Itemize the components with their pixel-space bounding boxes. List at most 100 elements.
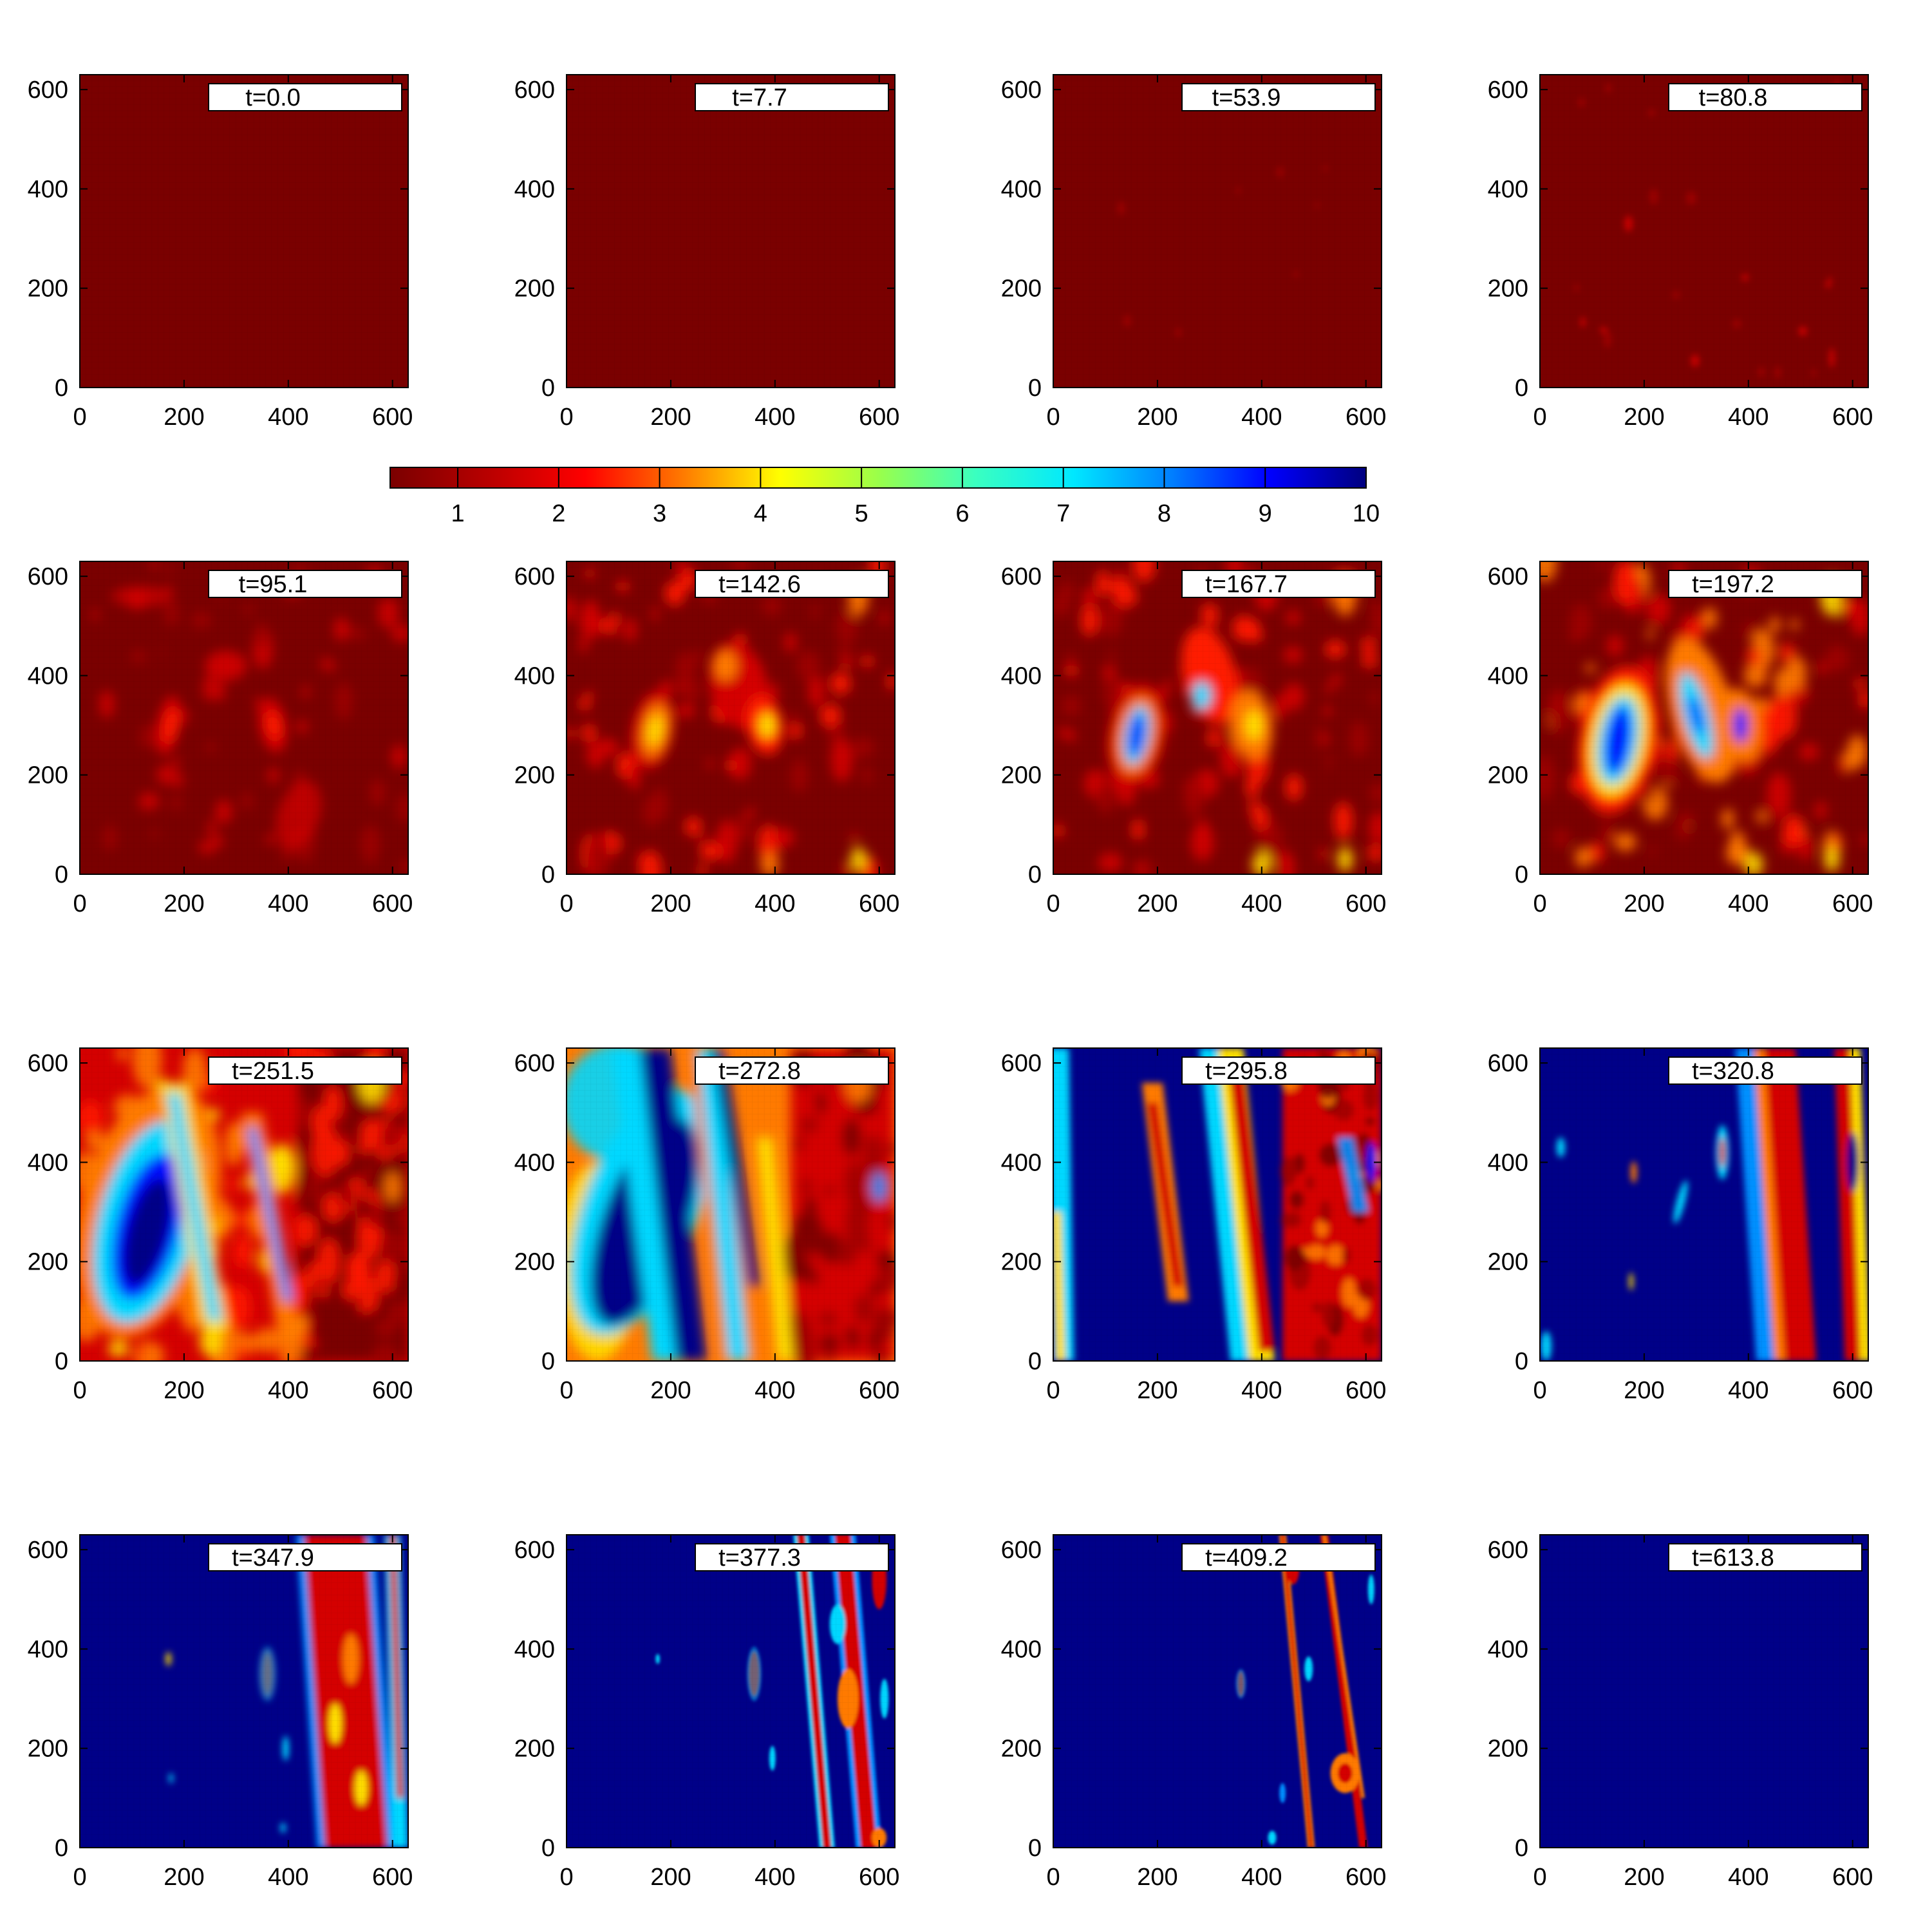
y-tick-label: 400: [1488, 662, 1528, 689]
y-tick-label: 200: [1001, 1736, 1042, 1763]
time-label-box: [1668, 83, 1862, 111]
y-tick-label: 200: [1001, 1249, 1042, 1276]
y-tick-label: 600: [1001, 1050, 1042, 1077]
y-tick-label: 0: [1515, 375, 1528, 402]
heatmap-field: [80, 1048, 408, 1361]
plot-frame: [1053, 1534, 1382, 1848]
y-tick-label: 400: [1488, 1636, 1528, 1663]
plot-frame: [1539, 1534, 1869, 1848]
time-label: t=409.2: [1205, 1544, 1288, 1571]
heatmap-panel: 0 200 400 600 0 200 400 600 t=167.7: [1001, 561, 1386, 917]
x-tick-label: 0: [559, 1377, 573, 1404]
y-tick-label: 0: [1028, 861, 1042, 888]
plot-frame: [1053, 561, 1382, 875]
time-label: t=347.9: [232, 1544, 314, 1571]
time-label-box: [208, 83, 402, 111]
y-tick-label: 400: [1001, 1149, 1042, 1176]
x-tick-label: 600: [859, 890, 899, 917]
y-tick-label: 200: [28, 1736, 68, 1763]
heatmap-panel: 0 200 400 600 0 200 400 600 t=251.5: [28, 1047, 413, 1404]
x-tick-label: 600: [1346, 1377, 1386, 1404]
heatmap-panel: 0 200 400 600 0 200 400 600 t=347.9: [28, 1534, 413, 1891]
y-tick-label: 400: [28, 662, 68, 689]
x-tick-label: 0: [1533, 1377, 1546, 1404]
time-label: t=251.5: [232, 1058, 314, 1085]
y-tick-label: 0: [1028, 1348, 1042, 1375]
y-tick-label: 600: [1001, 77, 1042, 104]
plot-frame: [79, 1047, 409, 1362]
heatmap-panel: 0 200 400 600 0 200 400 600 t=295.8: [1001, 1047, 1386, 1404]
x-tick-label: 200: [164, 1377, 204, 1404]
colorbar-tick-label: 2: [552, 500, 565, 527]
x-tick-label: 200: [650, 1864, 691, 1891]
heatmap-field: [80, 1535, 408, 1848]
colorbar-tick-label: 4: [754, 500, 767, 527]
y-tick-label: 200: [514, 1736, 555, 1763]
x-tick-label: 0: [1533, 890, 1546, 917]
time-label: t=80.8: [1699, 84, 1768, 111]
heatmap-panel: 0 200 400 600 0 200 400 600 t=80.8: [1488, 74, 1873, 431]
plot-frame: [566, 1534, 896, 1848]
colorbar: 1 2 3 4 5 6 7 8 9 10: [389, 467, 1380, 527]
y-tick-label: 600: [1001, 563, 1042, 590]
y-tick-label: 0: [1028, 1835, 1042, 1862]
time-label-box: [1668, 1056, 1862, 1085]
x-tick-label: 600: [1832, 1864, 1873, 1891]
y-tick-label: 0: [1028, 375, 1042, 402]
y-tick-label: 600: [514, 1050, 555, 1077]
x-tick-label: 0: [1533, 1864, 1546, 1891]
y-tick-label: 400: [28, 176, 68, 203]
x-tick-label: 400: [755, 1377, 795, 1404]
x-tick-label: 0: [73, 404, 86, 431]
y-tick-label: 600: [514, 1537, 555, 1564]
time-label: t=7.7: [732, 84, 787, 111]
y-tick-label: 0: [55, 1348, 68, 1375]
x-tick-label: 400: [1728, 1377, 1768, 1404]
plot-frame: [1053, 1047, 1382, 1362]
heatmap-field: [80, 561, 408, 874]
x-tick-label: 600: [859, 1864, 899, 1891]
time-label-box: [208, 1543, 402, 1571]
y-tick-label: 400: [1488, 1149, 1528, 1176]
x-tick-label: 600: [859, 404, 899, 431]
heatmap-panel: 0 200 400 600 0 200 400 600 t=272.8: [514, 1047, 899, 1404]
y-tick-label: 0: [55, 375, 68, 402]
x-tick-label: 0: [559, 890, 573, 917]
y-tick-label: 200: [1488, 1736, 1528, 1763]
y-tick-label: 400: [28, 1149, 68, 1176]
y-tick-label: 0: [55, 1835, 68, 1862]
x-tick-label: 0: [73, 890, 86, 917]
y-tick-label: 600: [1488, 1537, 1528, 1564]
x-tick-label: 600: [1346, 890, 1386, 917]
x-tick-label: 400: [1241, 404, 1282, 431]
y-tick-label: 0: [541, 861, 555, 888]
plot-frame: [79, 1534, 409, 1848]
plot-frame: [1053, 74, 1382, 388]
colorbar-tick-label: 3: [653, 500, 666, 527]
x-tick-label: 0: [73, 1864, 86, 1891]
x-tick-label: 400: [268, 404, 308, 431]
x-tick-label: 200: [164, 890, 204, 917]
x-tick-label: 200: [650, 404, 691, 431]
colorbar-tick-label: 10: [1353, 500, 1380, 527]
y-tick-label: 0: [541, 375, 555, 402]
time-label: t=142.6: [718, 571, 801, 598]
time-label: t=53.9: [1212, 84, 1281, 111]
time-label-box: [1668, 570, 1862, 598]
colorbar-gradient: [389, 467, 1367, 489]
x-tick-label: 600: [1346, 1864, 1386, 1891]
heatmap-field: [567, 75, 895, 388]
x-tick-label: 200: [1137, 404, 1177, 431]
plot-frame: [79, 74, 409, 388]
heatmap-field: [1053, 1048, 1382, 1361]
y-tick-label: 400: [514, 1149, 555, 1176]
plot-frame: [566, 561, 896, 875]
heatmap-panel: 0 200 400 600 0 200 400 600 t=53.9: [1001, 74, 1386, 431]
colorbar-tick-label: 8: [1158, 500, 1171, 527]
y-tick-label: 200: [514, 276, 555, 303]
heatmap-panel: 0 200 400 600 0 200 400 600 t=7.7: [514, 74, 899, 431]
heatmap-field: [80, 75, 408, 388]
heatmap-panel: 0 200 400 600 0 200 400 600 t=613.8: [1488, 1534, 1873, 1891]
x-tick-label: 200: [1624, 1377, 1664, 1404]
colorbar-tick-label: 7: [1056, 500, 1070, 527]
